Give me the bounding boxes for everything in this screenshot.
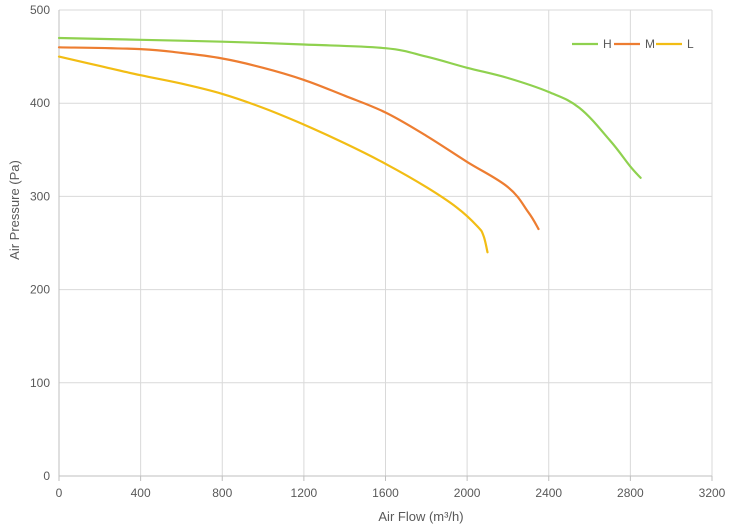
x-tick-label: 3200 bbox=[699, 486, 726, 500]
y-tick-labels: 0 100 200 300 400 500 bbox=[30, 3, 50, 483]
legend-label-m: M bbox=[645, 37, 655, 51]
series-line-m bbox=[57, 46, 540, 231]
legend-label-h: H bbox=[603, 37, 612, 51]
series-line-h bbox=[57, 36, 642, 179]
x-tick-label: 2400 bbox=[535, 486, 562, 500]
x-tick-label: 1200 bbox=[291, 486, 318, 500]
axes bbox=[58, 10, 713, 481]
x-tick-label: 0 bbox=[56, 486, 63, 500]
x-tick-label: 2000 bbox=[454, 486, 481, 500]
y-tick-label: 400 bbox=[30, 96, 50, 110]
y-tick-label: 0 bbox=[43, 469, 50, 483]
y-axis-title: Air Pressure (Pa) bbox=[7, 160, 22, 260]
y-tick-label: 200 bbox=[30, 283, 50, 297]
y-tick-label: 300 bbox=[30, 189, 50, 203]
y-tick-label: 500 bbox=[30, 3, 50, 17]
x-tick-label: 1600 bbox=[372, 486, 399, 500]
y-tick-label: 100 bbox=[30, 376, 50, 390]
x-tick-labels: 0 400 800 1200 1600 2000 2400 2800 3200 bbox=[56, 486, 726, 500]
legend-label-l: L bbox=[687, 37, 694, 51]
series-line-l bbox=[57, 55, 489, 254]
x-tick-label: 2800 bbox=[617, 486, 644, 500]
x-tick-label: 400 bbox=[131, 486, 151, 500]
x-tick-label: 800 bbox=[212, 486, 232, 500]
x-axis-title: Air Flow (m³/h) bbox=[378, 509, 463, 524]
gridlines bbox=[59, 9, 713, 476]
series-lines bbox=[57, 36, 642, 254]
